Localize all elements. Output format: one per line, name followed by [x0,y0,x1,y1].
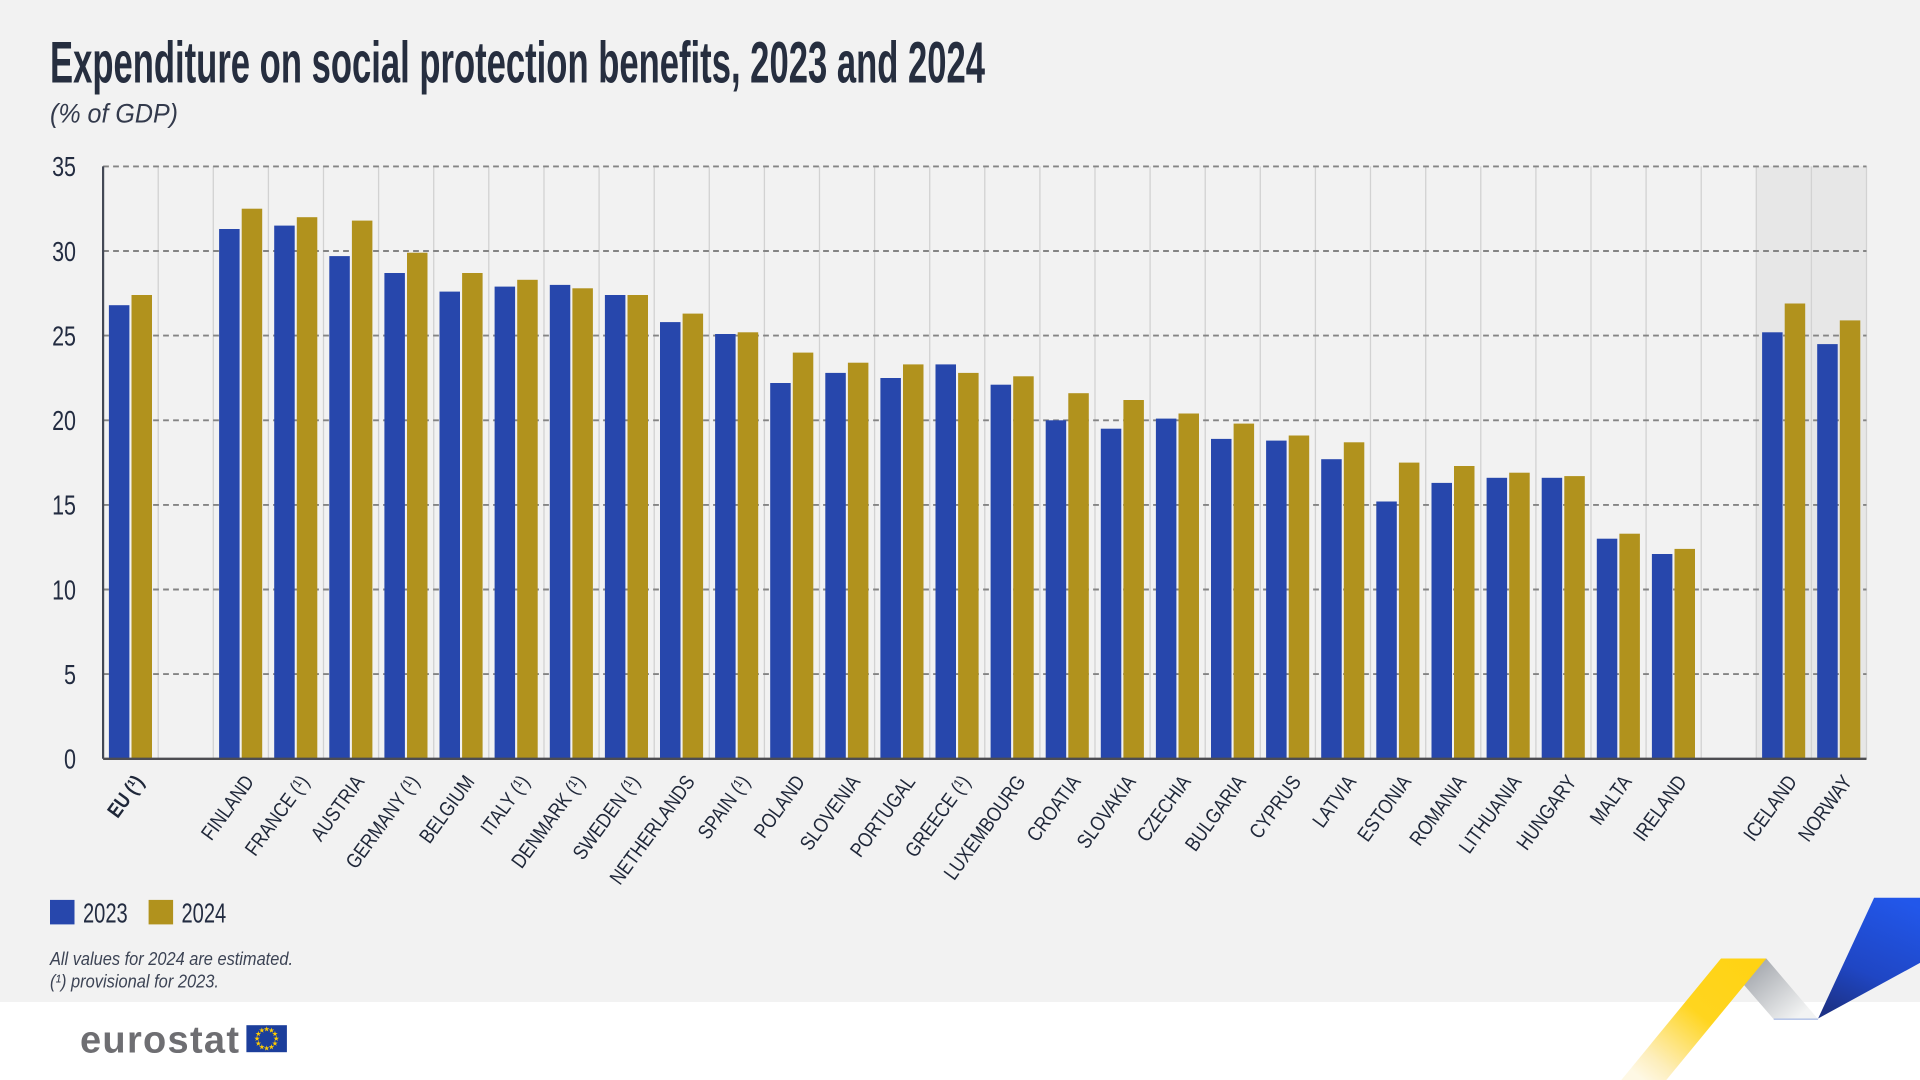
svg-text:2024: 2024 [182,898,227,929]
svg-text:25: 25 [52,320,76,351]
svg-text:Expenditure on social protecti: Expenditure on social protection benefit… [50,31,985,96]
svg-text:(¹) provisional for 2023.: (¹) provisional for 2023. [50,971,219,992]
svg-text:(% of GDP): (% of GDP) [50,99,178,129]
svg-text:All values for 2024 are estima: All values for 2024 are estimated. [49,948,293,969]
svg-text:5: 5 [64,659,76,690]
svg-text:10: 10 [52,574,76,605]
svg-text:15: 15 [52,490,76,521]
svg-text:0: 0 [64,744,76,775]
svg-text:2023: 2023 [83,898,128,929]
svg-text:20: 20 [52,405,76,436]
svg-text:eurostat: eurostat [80,1020,240,1062]
svg-text:35: 35 [52,151,76,182]
svg-text:30: 30 [52,236,76,267]
